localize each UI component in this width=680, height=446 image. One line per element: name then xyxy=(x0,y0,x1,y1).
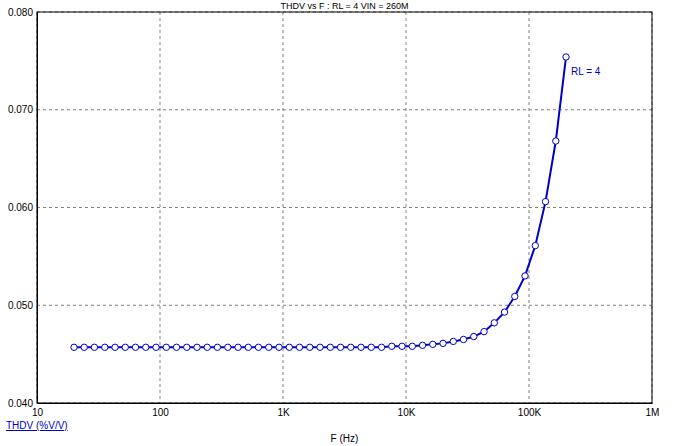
plot-background xyxy=(37,12,652,403)
x-tick: 10K xyxy=(398,403,416,418)
data-point xyxy=(184,344,190,350)
x-tick: 1M xyxy=(646,403,660,418)
data-point xyxy=(368,344,374,350)
x-tick: 100K xyxy=(518,403,542,418)
data-point xyxy=(501,309,507,315)
y-axis-title: THDV (%V/V) xyxy=(6,420,68,431)
x-tick-label: 1K xyxy=(277,407,290,418)
data-point xyxy=(389,343,395,349)
data-point xyxy=(307,344,313,350)
data-point xyxy=(112,344,118,350)
series-group xyxy=(71,54,569,351)
data-point xyxy=(440,340,446,346)
data-point xyxy=(153,344,159,350)
y-tick-label: 0.040 xyxy=(8,398,33,409)
data-point xyxy=(553,138,559,144)
data-point xyxy=(460,336,466,342)
y-tick: 0.050 xyxy=(8,300,37,311)
y-tick-label: 0.050 xyxy=(8,300,33,311)
series-label: RL = 4 xyxy=(571,66,601,77)
data-point xyxy=(276,344,282,350)
x-tick: 10 xyxy=(32,403,44,418)
x-tick-label: 10K xyxy=(398,407,416,418)
plot-frame xyxy=(37,12,652,403)
data-point xyxy=(102,344,108,350)
data-point xyxy=(471,333,477,339)
data-point xyxy=(143,344,149,350)
data-point xyxy=(194,344,200,350)
data-point xyxy=(409,343,415,349)
chart-title: THDV vs F : RL = 4 VIN = 260M xyxy=(280,1,408,11)
series-line xyxy=(74,57,566,347)
data-point xyxy=(225,344,231,350)
data-point xyxy=(348,344,354,350)
data-point xyxy=(173,344,179,350)
data-point xyxy=(317,344,323,350)
data-point xyxy=(563,54,569,60)
y-axis: 0.040 0.050 0.060 0.070 0.080 xyxy=(8,7,38,409)
data-point xyxy=(286,344,292,350)
data-point xyxy=(296,344,302,350)
data-point xyxy=(132,344,138,350)
data-point xyxy=(245,344,251,350)
y-tick-label: 0.070 xyxy=(8,104,33,115)
data-point xyxy=(255,344,261,350)
data-point xyxy=(378,344,384,350)
data-point xyxy=(81,344,87,350)
data-point xyxy=(91,344,97,350)
grid-line-y xyxy=(37,305,652,306)
grid-line-y xyxy=(37,207,652,208)
y-tick: 0.070 xyxy=(8,104,37,115)
data-point xyxy=(163,344,169,350)
data-point xyxy=(532,242,538,248)
x-tick-label: 1M xyxy=(646,407,660,418)
data-point xyxy=(450,338,456,344)
data-point xyxy=(542,198,548,204)
data-point xyxy=(512,293,518,299)
x-axis: 10 100 1K 10K 100K 1M xyxy=(32,403,660,418)
data-point xyxy=(214,344,220,350)
x-tick: 100 xyxy=(152,403,169,418)
y-tick: 0.080 xyxy=(8,7,37,18)
data-point xyxy=(235,344,241,350)
data-point xyxy=(71,344,77,350)
x-axis-title: F (Hz) xyxy=(331,433,359,444)
plot: 10 100 1K 10K 100K 1M 0.040 0.050 0.060 0.070 0.08… xyxy=(8,7,659,418)
y-tick-label: 0.080 xyxy=(8,7,33,18)
data-point xyxy=(122,344,128,350)
chart: 10 100 1K 10K 100K 1M 0.040 0.050 0.060 0.070 0.08… xyxy=(0,0,680,446)
data-point xyxy=(522,273,528,279)
data-point xyxy=(337,344,343,350)
data-point xyxy=(399,343,405,349)
data-point xyxy=(419,342,425,348)
x-tick-label: 10 xyxy=(32,407,44,418)
data-point xyxy=(481,328,487,334)
y-tick-label: 0.060 xyxy=(8,202,33,213)
data-point xyxy=(491,320,497,326)
data-point xyxy=(204,344,210,350)
x-tick: 1K xyxy=(277,403,290,418)
data-point xyxy=(327,344,333,350)
data-point xyxy=(430,341,436,347)
y-tick: 0.060 xyxy=(8,202,37,213)
x-tick-label: 100K xyxy=(518,407,542,418)
grid xyxy=(37,12,652,403)
data-point xyxy=(266,344,272,350)
x-tick-label: 100 xyxy=(152,407,169,418)
y-tick: 0.040 xyxy=(8,398,37,409)
data-point xyxy=(358,344,364,350)
